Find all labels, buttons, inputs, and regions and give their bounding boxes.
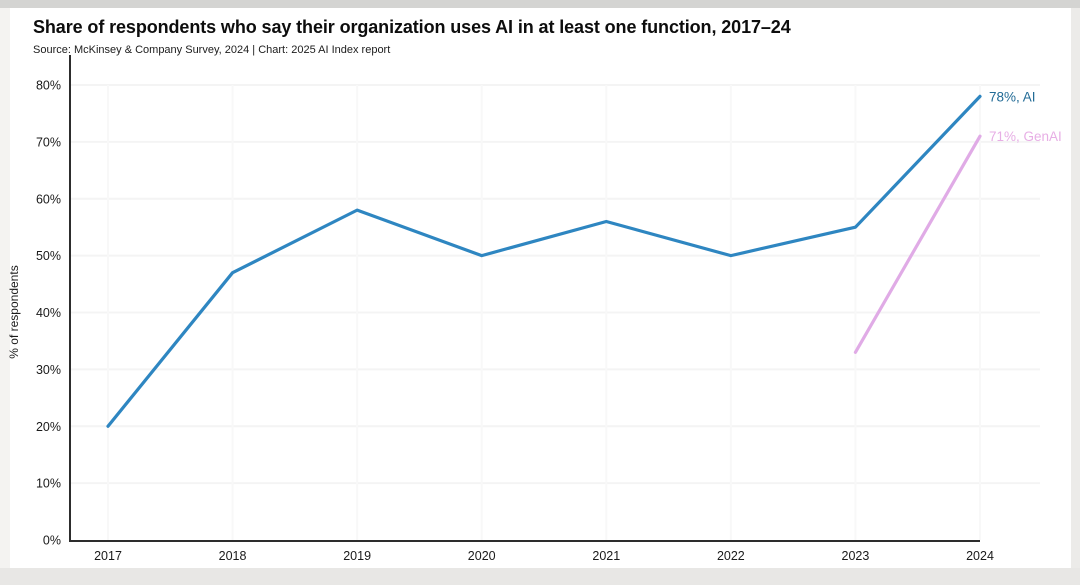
y-tick-label: 0% — [43, 534, 61, 548]
y-tick-label: 40% — [36, 306, 61, 320]
ai-end-label: 78%, AI — [989, 89, 1036, 104]
page-margin-left — [0, 8, 10, 568]
x-tick-label: 2023 — [842, 549, 870, 563]
y-tick-label: 70% — [36, 135, 61, 149]
y-tick-label: 30% — [36, 363, 61, 377]
chart-source-line: Source: McKinsey & Company Survey, 2024 … — [33, 44, 391, 56]
x-tick-label: 2017 — [94, 549, 122, 563]
genai-line — [853, 134, 982, 354]
y-tick-label: 10% — [36, 477, 61, 491]
x-tick-label: 2020 — [468, 549, 496, 563]
y-tick-label: 80% — [36, 79, 61, 93]
x-tick-label: 2021 — [592, 549, 620, 563]
x-tick-label: 2024 — [966, 549, 994, 563]
y-tick-label: 50% — [36, 249, 61, 263]
page-margin-top — [0, 0, 1080, 8]
chart-title: Share of respondents who say their organ… — [33, 17, 791, 37]
x-tick-label: 2022 — [717, 549, 745, 563]
page-margin-right — [1071, 8, 1080, 568]
genai-end-label: 71%, GenAI — [989, 129, 1062, 144]
page-margin-bottom — [0, 568, 1080, 585]
x-tick-label: 2018 — [219, 549, 247, 563]
y-axis-title: % of respondents — [7, 265, 21, 358]
y-tick-label: 20% — [36, 420, 61, 434]
x-tick-label: 2019 — [343, 549, 371, 563]
y-tick-label: 60% — [36, 192, 61, 206]
ai-line — [106, 94, 982, 428]
